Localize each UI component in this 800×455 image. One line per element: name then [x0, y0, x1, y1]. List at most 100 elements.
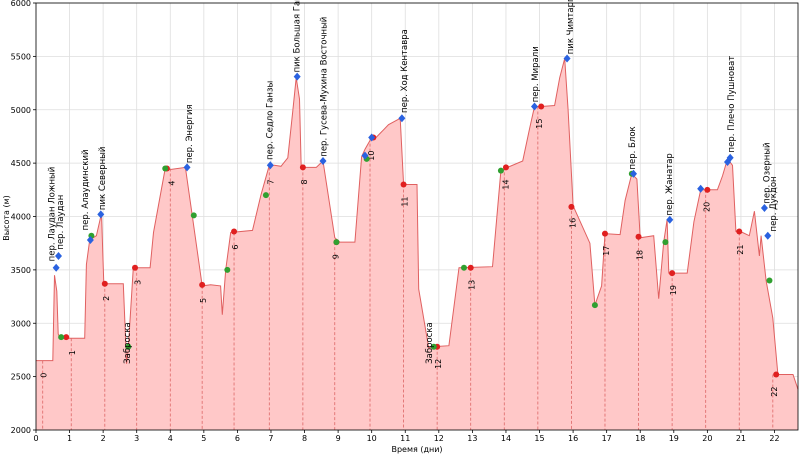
summit-marker [764, 231, 772, 240]
y-tick-label: 5000 [11, 106, 31, 115]
summit-marker [563, 54, 571, 63]
camp-label: 8 [300, 179, 309, 184]
summit-marker [183, 163, 191, 172]
x-tick-label: 9 [336, 434, 341, 443]
summit-marker [398, 114, 406, 123]
camp-label: 11 [401, 196, 410, 206]
summit-marker [760, 203, 768, 212]
pass-annotation: пер. Энергия [185, 104, 195, 163]
y-tick-label: 6000 [11, 0, 31, 8]
camp-marker [669, 270, 676, 277]
waypoint-marker [224, 266, 231, 273]
y-axis-label: Высота (м) [2, 195, 11, 240]
summit-marker [52, 263, 60, 272]
waypoint-marker [766, 277, 773, 284]
summit-marker [726, 153, 734, 162]
camp-marker [773, 371, 780, 378]
camp-marker [299, 164, 306, 171]
camp-marker [101, 280, 108, 287]
x-axis-label: Время (дни) [391, 445, 442, 454]
camp-label: 6 [231, 245, 240, 250]
x-tick-label: 21 [736, 434, 746, 443]
camp-marker [601, 230, 608, 237]
pass-annotation: пер. Блок [628, 126, 638, 169]
pass-annotation: Заброска [425, 322, 435, 364]
x-tick-label: 7 [268, 434, 273, 443]
pass-annotation: пер. Гусева-Мухина Восточный [319, 17, 329, 157]
summit-marker [293, 72, 301, 81]
camp-label: 4 [167, 180, 176, 185]
waypoint-marker [430, 343, 437, 350]
pass-annotation: пер. Алаудинский [81, 149, 91, 230]
x-tick-label: 3 [134, 434, 139, 443]
camp-label: 5 [199, 298, 208, 303]
camp-marker [231, 228, 238, 235]
summit-marker [97, 210, 105, 219]
pass-annotation: пер. Седло Ганзы [266, 81, 276, 160]
pass-annotation: пер. Озерный [762, 142, 772, 203]
camp-marker [568, 203, 575, 210]
x-tick-label: 22 [769, 434, 779, 443]
waypoint-markers-group [52, 54, 780, 378]
summit-marker [368, 133, 376, 142]
camp-label: 1 [68, 350, 77, 355]
summit-marker [630, 169, 638, 178]
waypoint-marker [460, 264, 467, 271]
camp-label: 17 [602, 246, 611, 256]
pass-annotation: пер. Ход Кентавра [400, 29, 410, 113]
x-tick-label: 5 [201, 434, 206, 443]
waypoint-marker [125, 343, 132, 350]
waypoint-marker [190, 212, 197, 219]
waypoint-marker [58, 334, 65, 341]
camp-label: 2 [102, 296, 111, 301]
x-tick-label: 2 [101, 434, 106, 443]
pass-annotation: пер. Лаудан [56, 195, 66, 250]
pass-annotation: пик Чимтарга [566, 0, 576, 54]
summit-marker [54, 251, 62, 260]
x-tick-label: 19 [669, 434, 679, 443]
pass-annotation: пик Большая Ганза [293, 0, 303, 72]
camp-marker [63, 334, 70, 341]
summit-marker [361, 151, 369, 160]
camp-label: 14 [501, 179, 510, 189]
camp-label: 21 [736, 245, 745, 255]
camp-marker [538, 103, 545, 110]
summit-marker [86, 235, 94, 244]
pass-annotation: пер. Мирали [531, 46, 541, 102]
camp-label: 10 [367, 151, 376, 161]
waypoint-marker [591, 302, 598, 309]
elevation-area [36, 58, 798, 430]
waypoint-marker [662, 239, 669, 246]
camp-marker [132, 264, 139, 271]
pass-annotation: пик Северный [98, 147, 108, 211]
camp-marker [400, 181, 407, 188]
x-tick-label: 10 [367, 434, 377, 443]
summit-marker [319, 156, 327, 165]
camp-label: 22 [770, 386, 779, 396]
camp-label: 19 [669, 285, 678, 295]
summit-marker [697, 184, 705, 193]
camp-label: 7 [266, 179, 275, 184]
pass-annotation: пер. Дукдон [769, 176, 779, 231]
y-tick-label: 5500 [11, 52, 31, 61]
camp-label: 12 [434, 359, 443, 369]
waypoint-marker [162, 165, 169, 172]
y-tick-label: 2000 [11, 426, 31, 435]
camp-label: 3 [134, 280, 143, 285]
camp-label: 13 [468, 280, 477, 290]
camp-marker [467, 264, 474, 271]
waypoint-marker [262, 192, 269, 199]
pass-annotation: Заброска [123, 322, 133, 364]
camp-label: 16 [568, 218, 577, 228]
camp-label: 0 [40, 373, 49, 378]
x-tick-label: 15 [534, 434, 544, 443]
camp-label: 9 [332, 254, 341, 259]
summit-marker [666, 215, 674, 224]
y-tick-label: 2500 [11, 373, 31, 382]
summit-marker [266, 161, 274, 170]
waypoint-marker [497, 167, 504, 174]
summit-marker [530, 102, 538, 111]
camp-label: 20 [703, 202, 712, 212]
